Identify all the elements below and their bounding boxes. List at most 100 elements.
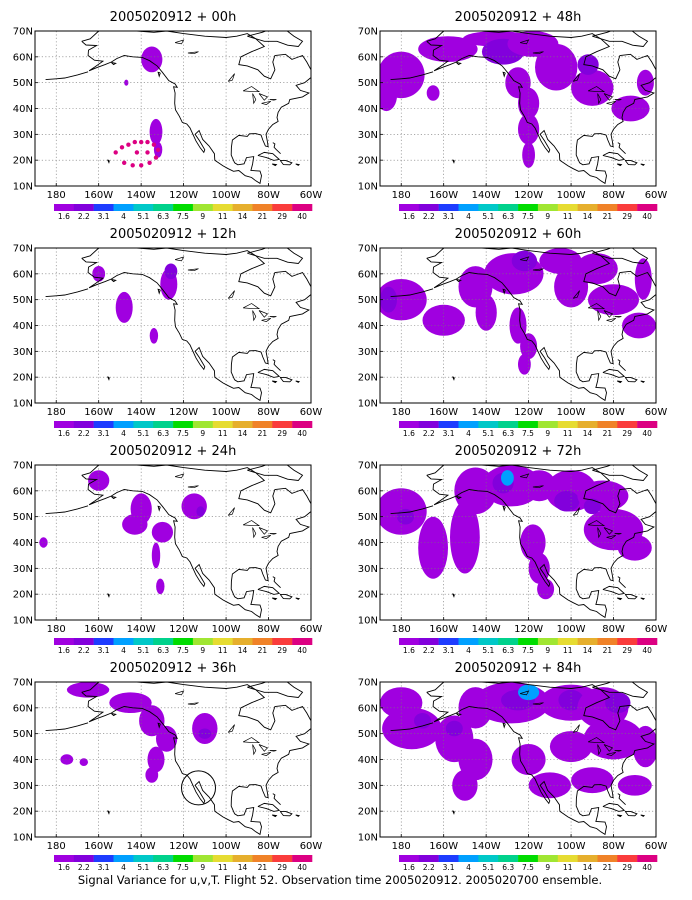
lat-tick-label: 60N — [358, 52, 378, 63]
observation-point — [155, 147, 161, 152]
lon-tick-label: 140W — [472, 841, 501, 852]
coastline-island — [157, 505, 161, 512]
map-area — [380, 465, 656, 620]
coastline-lake — [614, 316, 622, 318]
lat-tick-label: 60N — [358, 269, 378, 280]
variance-field — [571, 69, 614, 106]
lat-tick-label: 70N — [358, 678, 378, 689]
colorbar-swatch — [458, 855, 479, 862]
coastline-island — [602, 368, 626, 378]
colorbar-swatch — [597, 421, 618, 428]
colorbar-label: 9 — [200, 429, 205, 438]
lon-tick-label: 120W — [169, 190, 198, 201]
lon-tick-label: 160W — [84, 841, 113, 852]
coastline-lake — [227, 73, 235, 82]
colorbar-swatch — [272, 855, 293, 862]
coastline-lake — [174, 256, 185, 262]
colorbar-label: 4 — [466, 863, 471, 872]
coastline-lake — [174, 39, 185, 45]
lat-tick-label: 20N — [13, 590, 33, 601]
colorbar-swatch — [438, 855, 459, 862]
coastline-baffin-island — [592, 682, 649, 698]
lat-tick-label: 70N — [13, 461, 33, 472]
colorbar-swatch — [113, 421, 134, 428]
coastline-lake — [269, 533, 277, 535]
variance-field — [522, 142, 535, 168]
coastline-lake — [603, 527, 614, 535]
lon-tick-label: 160W — [84, 407, 113, 418]
lon-tick-label: 80W — [602, 190, 625, 201]
lon-tick-label: 180 — [392, 624, 411, 635]
lat-tick-label: 40N — [13, 104, 33, 115]
colorbar-label: 40 — [297, 212, 307, 221]
lon-tick-label: 120W — [169, 841, 198, 852]
colorbar-swatch — [458, 204, 479, 211]
colorbar-swatch — [54, 421, 75, 428]
colorbar-label: 5.1 — [137, 863, 149, 872]
coastlines — [45, 31, 311, 185]
colorbar-label: 14 — [238, 429, 248, 438]
colorbar-label: 1.6 — [403, 429, 415, 438]
coastline-lake — [519, 690, 530, 696]
lat-tick-label: 10N — [13, 399, 33, 410]
colorbar-swatch — [637, 638, 658, 645]
coastline-island — [616, 163, 623, 167]
figure-caption: Signal Variance for u,v,T. Flight 52. Ob… — [78, 873, 602, 887]
coastline-north-america — [426, 682, 656, 836]
lat-tick-label: 20N — [13, 807, 33, 818]
lat-tick-label: 60N — [13, 486, 33, 497]
colorbar-swatch — [577, 204, 598, 211]
colorbar-swatch — [212, 638, 233, 645]
colorbar-label: 14 — [583, 429, 593, 438]
coastline-island — [502, 288, 506, 295]
variance-field — [445, 720, 463, 737]
variance-field — [518, 354, 531, 375]
variance-field — [554, 490, 580, 512]
variance-field — [151, 542, 161, 569]
colorbar-swatch — [292, 638, 313, 645]
colorbar-swatch — [54, 638, 75, 645]
colorbar-label: 40 — [642, 863, 652, 872]
coastline-island — [624, 159, 638, 166]
lon-tick-label: 60W — [300, 190, 323, 201]
coastline-island — [456, 713, 462, 717]
map-panel-p00: 2005020912 + 00h 10N 20N 30N 40N 50N 60N 70N 180… — [13, 10, 323, 221]
observation-point — [145, 139, 150, 145]
variance-field — [617, 775, 652, 796]
coastlines — [45, 682, 311, 836]
coastline-lake — [603, 310, 614, 318]
coastline-island — [271, 814, 278, 818]
coastline-island — [295, 163, 301, 166]
colorbar-swatch — [232, 421, 253, 428]
variance-field — [151, 521, 173, 543]
colorbar-label: 7.5 — [522, 212, 534, 221]
colorbar-swatch — [399, 855, 420, 862]
coastline-aleutians — [390, 288, 434, 298]
colorbar-swatch — [498, 204, 519, 211]
colorbar-label: 21 — [258, 646, 268, 655]
colorbar-label: 21 — [603, 212, 613, 221]
coastline-lake — [269, 750, 277, 752]
coastline-lake — [187, 702, 199, 706]
lat-tick-label: 30N — [13, 347, 33, 358]
coastline-island — [272, 142, 281, 155]
colorbar-swatch — [133, 421, 154, 428]
colorbar-label: 6.3 — [502, 646, 514, 655]
coastline-aleutians — [45, 71, 89, 81]
colorbar-label: 6.3 — [157, 646, 169, 655]
lat-tick-label: 20N — [13, 373, 33, 384]
coastline-island — [107, 159, 110, 164]
colorbar-label: 9 — [545, 863, 550, 872]
coastline-island — [295, 814, 301, 817]
colorbar: 1.6 2.2 3.1 4 5.1 6.3 7.5 9 11 14 21 29 40 — [54, 855, 313, 872]
colorbar-label: 7.5 — [522, 863, 534, 872]
coastline-island — [502, 722, 506, 729]
lon-tick-label: 180 — [392, 841, 411, 852]
colorbar-label: 3.1 — [98, 429, 110, 438]
coastline-lake — [258, 527, 269, 535]
colorbar-label: 3.1 — [98, 863, 110, 872]
variance-field — [634, 258, 652, 300]
colorbar-swatch — [418, 204, 439, 211]
colorbar-swatch — [399, 204, 420, 211]
coastline-lake — [519, 39, 530, 45]
